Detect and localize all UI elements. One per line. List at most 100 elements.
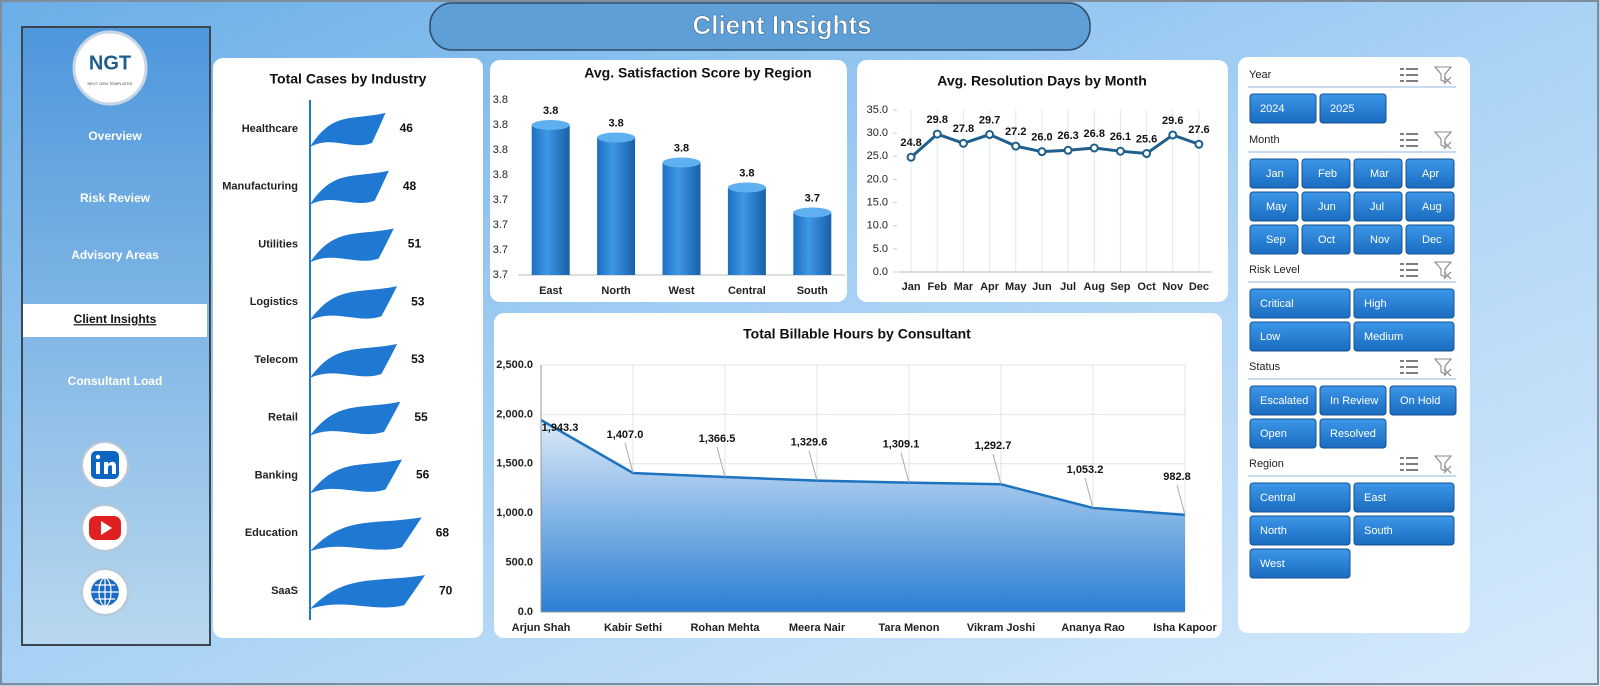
nav-item[interactable]: Advisory Areas bbox=[71, 248, 159, 262]
nav-item[interactable]: Consultant Load bbox=[68, 374, 163, 388]
slicer-button-label[interactable]: May bbox=[1266, 201, 1287, 213]
multi-select-icon[interactable] bbox=[1400, 263, 1418, 277]
slicer-button-label[interactable]: High bbox=[1364, 298, 1387, 310]
multi-select-icon[interactable] bbox=[1400, 457, 1418, 471]
slicer-button[interactable] bbox=[1249, 191, 1299, 222]
slicer-button[interactable] bbox=[1353, 158, 1403, 189]
slicer-button[interactable] bbox=[1249, 548, 1351, 579]
slicer-button[interactable] bbox=[1249, 158, 1299, 189]
slicer-button-label[interactable]: Low bbox=[1260, 331, 1280, 343]
multi-select-icon[interactable] bbox=[1400, 360, 1418, 374]
slicer-button-label[interactable]: Medium bbox=[1364, 331, 1403, 343]
point bbox=[932, 129, 942, 139]
x-tick-label: Apr bbox=[980, 281, 1000, 293]
slicer-button[interactable] bbox=[1353, 515, 1455, 546]
slicer-button[interactable] bbox=[1249, 418, 1317, 449]
linkedin-glyph-part bbox=[104, 461, 116, 474]
slicer-button-label[interactable]: Escalated bbox=[1260, 395, 1308, 407]
clear-filter-icon[interactable] bbox=[1433, 131, 1453, 150]
slicer-button-label[interactable]: Aug bbox=[1422, 201, 1442, 213]
nav-item[interactable]: Risk Review bbox=[80, 191, 151, 205]
x-tick-label: Nov bbox=[1162, 281, 1184, 293]
slicer-button-label[interactable]: Jan bbox=[1266, 168, 1284, 180]
slicer-button-label[interactable]: Feb bbox=[1318, 168, 1337, 180]
slicer-button-label[interactable]: Nov bbox=[1370, 234, 1390, 246]
slicer-button[interactable] bbox=[1353, 191, 1403, 222]
slicer-button-label[interactable]: Central bbox=[1260, 492, 1295, 504]
x-tick-label: East bbox=[539, 285, 563, 297]
y-tick-label: 3.7 bbox=[493, 244, 508, 256]
y-tick-label: 1,500.0 bbox=[496, 458, 533, 470]
slicer-button[interactable] bbox=[1301, 158, 1351, 189]
slicer-button-label[interactable]: 2025 bbox=[1330, 103, 1354, 115]
slicer-button-label[interactable]: In Review bbox=[1330, 395, 1378, 407]
line bbox=[910, 132, 1200, 159]
slicer-button[interactable] bbox=[1301, 191, 1351, 222]
slicer-button-label[interactable]: Jul bbox=[1370, 201, 1384, 213]
slicer-button[interactable] bbox=[1319, 385, 1387, 416]
slicer-button-label[interactable]: Resolved bbox=[1330, 428, 1376, 440]
clear-filter-icon[interactable] bbox=[1433, 358, 1453, 377]
category-label: SaaS bbox=[271, 585, 298, 597]
slicer-button-label[interactable]: North bbox=[1260, 525, 1287, 537]
leader-line bbox=[900, 452, 910, 483]
slicer-button[interactable] bbox=[1353, 321, 1455, 352]
category-label: Education bbox=[245, 527, 298, 539]
slicer-button[interactable] bbox=[1249, 321, 1351, 352]
multi-select-icon[interactable] bbox=[1400, 133, 1418, 147]
slicer-button[interactable] bbox=[1353, 224, 1403, 255]
slicer-button[interactable] bbox=[1249, 288, 1351, 319]
y-tick-label: 35.0 bbox=[867, 104, 888, 116]
nav-item[interactable]: Overview bbox=[88, 129, 142, 143]
slicer-button[interactable] bbox=[1249, 224, 1299, 255]
slicer-button[interactable] bbox=[1353, 288, 1455, 319]
slicer-button-label[interactable]: Open bbox=[1260, 428, 1287, 440]
bar bbox=[531, 125, 570, 275]
slicer-button[interactable] bbox=[1405, 224, 1455, 255]
point bbox=[1037, 147, 1047, 157]
multi-select-icon[interactable] bbox=[1400, 68, 1418, 82]
point bbox=[906, 152, 916, 162]
slicer-button[interactable] bbox=[1353, 482, 1455, 513]
slicer-button-label[interactable]: Mar bbox=[1370, 168, 1389, 180]
slicer-title: Year bbox=[1249, 69, 1272, 81]
slicer-button[interactable] bbox=[1405, 191, 1455, 222]
dashboard-title: Client Insights bbox=[692, 10, 871, 40]
value-label: 3.8 bbox=[543, 105, 558, 117]
slicer-button[interactable] bbox=[1249, 515, 1351, 546]
x-tick-label: Meera Nair bbox=[789, 622, 846, 634]
slicer-button-label[interactable]: Jun bbox=[1318, 201, 1336, 213]
clear-filter-icon[interactable] bbox=[1433, 66, 1453, 85]
slicer-button-label[interactable]: Sep bbox=[1266, 234, 1286, 246]
linkedin-glyph-part bbox=[95, 454, 101, 460]
slicer-button-label[interactable]: Dec bbox=[1422, 234, 1442, 246]
slicer-button-label[interactable]: 2024 bbox=[1260, 103, 1284, 115]
slicer-button[interactable] bbox=[1301, 224, 1351, 255]
clear-filter-icon[interactable] bbox=[1433, 261, 1453, 280]
slicer-button-label[interactable]: Oct bbox=[1318, 234, 1335, 246]
nav-item[interactable]: Client Insights bbox=[74, 312, 157, 326]
slicer-button-label[interactable]: South bbox=[1364, 525, 1393, 537]
slicer-button[interactable] bbox=[1319, 93, 1387, 124]
slicer-button[interactable] bbox=[1249, 385, 1317, 416]
slicer-button-label[interactable]: East bbox=[1364, 492, 1386, 504]
slicer-button[interactable] bbox=[1389, 385, 1457, 416]
slicer-button[interactable] bbox=[1319, 418, 1387, 449]
youtube-glyph-part bbox=[101, 521, 112, 535]
value-label: 56 bbox=[416, 468, 430, 482]
slicer-button-label[interactable]: West bbox=[1260, 558, 1285, 570]
slicer-button-label[interactable]: Apr bbox=[1422, 168, 1439, 180]
slicer-button[interactable] bbox=[1249, 482, 1351, 513]
slicer-button-label[interactable]: Critical bbox=[1260, 298, 1294, 310]
y-tick-label: 0.0 bbox=[518, 606, 533, 618]
x-tick-label: Mar bbox=[954, 281, 974, 293]
value-label: 1,407.0 bbox=[607, 429, 644, 441]
slicer-button[interactable] bbox=[1405, 158, 1455, 189]
slicer-title: Region bbox=[1249, 458, 1284, 470]
x-tick-label: Tara Menon bbox=[879, 622, 940, 634]
slicer-button-label[interactable]: On Hold bbox=[1400, 395, 1440, 407]
clear-filter-icon[interactable] bbox=[1433, 455, 1453, 474]
logo-tagline: NEXT GEN TEMPLATES bbox=[88, 81, 133, 86]
slicer-button[interactable] bbox=[1249, 93, 1317, 124]
value-label: 1,053.2 bbox=[1067, 464, 1104, 476]
